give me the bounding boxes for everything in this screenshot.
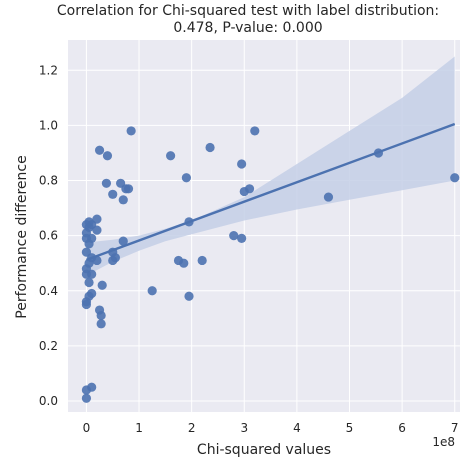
x-tick-label: 2 — [188, 421, 196, 435]
data-point — [94, 145, 105, 155]
data-point — [184, 291, 194, 301]
confidence-band — [86, 56, 455, 276]
x-tick-label: 6 — [398, 421, 406, 435]
x-axis-label: Chi-squared values — [197, 442, 331, 458]
x-tick-label: 0 — [83, 421, 91, 435]
x-tick-label: 3 — [240, 421, 248, 435]
chart-title-line2: 0.478, P-value: 0.000 — [173, 20, 322, 36]
chart-title-line1: Correlation for Chi-squared test with la… — [57, 3, 439, 19]
data-point — [450, 173, 460, 183]
x-tick-label: 1 — [135, 421, 143, 435]
y-tick-label: 1.0 — [39, 118, 58, 132]
plot-area — [68, 40, 460, 412]
data-point — [110, 253, 120, 263]
data-point — [181, 173, 191, 183]
data-point — [250, 126, 260, 136]
data-point — [179, 258, 189, 268]
data-point — [84, 217, 94, 227]
regression-line — [86, 122, 456, 262]
data-point — [96, 310, 106, 321]
data-points — [81, 126, 460, 403]
data-point — [197, 255, 207, 266]
confidence-band-layer — [86, 56, 455, 276]
data-point — [205, 142, 215, 153]
data-point — [323, 192, 334, 202]
data-point — [101, 178, 112, 188]
data-point — [92, 214, 102, 224]
y-tick-label: 0.2 — [39, 339, 58, 353]
data-point — [81, 393, 92, 403]
data-point — [96, 319, 106, 329]
y-tick-label: 0.8 — [39, 174, 58, 188]
x-tick-label: 5 — [346, 421, 354, 435]
x-tick-label: 7 — [451, 421, 459, 435]
y-tick-label: 1.2 — [39, 63, 58, 77]
data-point — [102, 151, 113, 161]
data-point — [81, 247, 92, 257]
data-point — [108, 189, 118, 199]
y-axis-label: Performance difference — [14, 155, 30, 318]
data-point — [87, 288, 97, 299]
x-offset-label: 1e8 — [432, 435, 455, 449]
data-point — [92, 225, 102, 235]
data-point — [147, 286, 157, 296]
data-point — [84, 277, 94, 288]
x-tick-labels: 0 1 2 3 4 5 6 7 — [83, 421, 459, 435]
regression-line-layer — [86, 122, 456, 262]
y-tick-label: 0.6 — [39, 229, 58, 243]
data-point — [229, 231, 239, 241]
y-tick-label: 0.4 — [39, 284, 58, 298]
x-tick-label: 4 — [293, 421, 301, 435]
data-point — [123, 184, 134, 194]
data-point — [166, 151, 176, 161]
data-point — [118, 236, 128, 246]
data-point — [97, 280, 107, 290]
data-point — [118, 195, 128, 205]
data-point — [237, 159, 247, 169]
data-point — [87, 382, 97, 392]
y-tick-labels: 0.0 0.2 0.4 0.6 0.8 1.0 1.2 — [39, 63, 58, 408]
data-point — [92, 255, 102, 266]
data-point — [244, 184, 255, 194]
data-point — [126, 126, 136, 136]
data-point — [237, 233, 247, 243]
y-tick-label: 0.0 — [39, 394, 58, 408]
